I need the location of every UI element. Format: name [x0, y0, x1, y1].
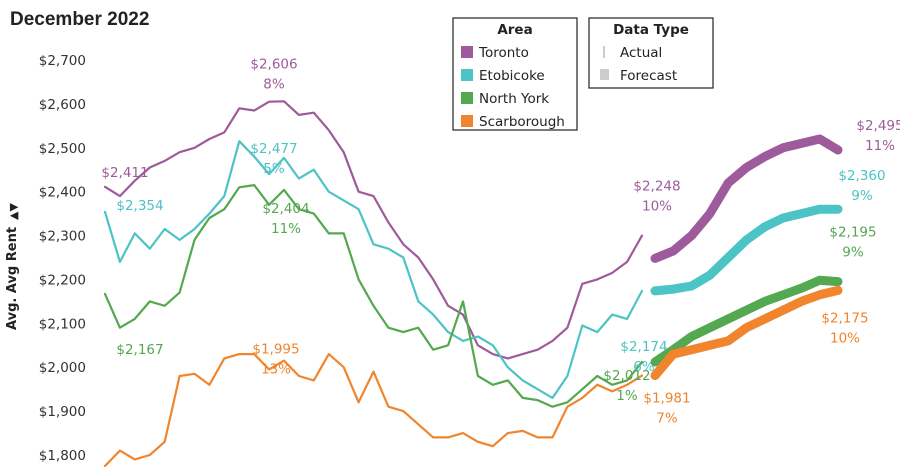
legend-swatch — [461, 46, 473, 58]
data-label-pct: 11% — [271, 221, 301, 237]
data-labels: $2,411 $2,606 8% $2,248 10% $2,495 11% $2,354 $2… — [101, 56, 900, 426]
legend-item[interactable]: Scarborough — [479, 114, 565, 130]
legend-swatch — [461, 69, 473, 81]
sort-icon[interactable]: ▲▼ — [7, 203, 20, 220]
y-tick-label: $2,100 — [39, 316, 86, 332]
legend-type-forecast[interactable]: Forecast — [620, 68, 677, 84]
data-label-pct: 1% — [616, 388, 638, 404]
data-label-pct: 8% — [263, 76, 285, 92]
data-label-pct: 10% — [830, 330, 860, 346]
data-label-pct: 10% — [642, 199, 672, 215]
series-line-forecast[interactable] — [650, 285, 843, 381]
data-label-value: $1,981 — [643, 391, 690, 407]
chart-title: December 2022 — [10, 9, 149, 30]
y-tick-label: $2,200 — [39, 272, 86, 288]
data-label-value: $2,606 — [250, 56, 297, 72]
data-label-value: $2,477 — [250, 141, 297, 157]
y-axis: $1,800 $1,900 $2,000 $2,100 $2,200 $2,300 $2,4… — [39, 53, 86, 464]
legend-item[interactable]: North York — [479, 91, 549, 107]
data-label-value: $2,248 — [633, 179, 680, 195]
series-line-forecast[interactable] — [650, 134, 843, 263]
legend-swatch — [461, 92, 473, 104]
series-line-actual[interactable] — [103, 140, 644, 399]
legend-item[interactable]: Toronto — [478, 45, 529, 61]
data-label-pct: 13% — [261, 362, 291, 378]
data-label-pct: 5% — [263, 161, 285, 177]
data-label-value: $2,411 — [101, 165, 148, 181]
legend-type-box — [588, 17, 714, 89]
data-label-pct: 9% — [842, 245, 864, 261]
y-tick-label: $1,900 — [39, 404, 86, 420]
data-label-value: $2,354 — [116, 198, 163, 214]
y-tick-label: $2,400 — [39, 185, 86, 201]
data-label-value: $2,012 — [603, 368, 650, 384]
y-tick-label: $2,600 — [39, 97, 86, 113]
data-label-pct: 9% — [851, 188, 873, 204]
series-lines — [103, 100, 843, 468]
data-label-pct: 6% — [633, 359, 655, 375]
y-tick-label: $2,000 — [39, 360, 86, 376]
data-label-value: $2,167 — [116, 342, 163, 358]
series-line-forecast[interactable] — [650, 275, 843, 367]
data-label-value: $2,495 — [856, 118, 900, 134]
legend-area: Area Toronto Etobicoke North York Scarborou… — [452, 17, 578, 131]
data-label-value: $2,360 — [838, 168, 885, 184]
series-line-actual[interactable] — [103, 353, 644, 468]
y-tick-label: $2,500 — [39, 141, 86, 157]
data-label-value: $2,175 — [821, 310, 868, 326]
y-axis-title: Avg. Avg Rent ▲▼ — [5, 203, 20, 330]
legend-type-actual[interactable]: Actual — [620, 45, 662, 61]
series-line-forecast[interactable] — [650, 204, 843, 296]
data-label-pct: 7% — [656, 411, 678, 427]
legend-area-title: Area — [497, 22, 532, 38]
data-label-value: $2,174 — [620, 339, 667, 355]
y-tick-label: $2,300 — [39, 229, 86, 245]
y-axis-label: Avg. Avg Rent — [5, 227, 20, 330]
y-tick-label: $2,700 — [39, 53, 86, 69]
legend-swatch — [461, 115, 473, 127]
y-tick-label: $1,800 — [39, 448, 86, 464]
series-line-actual[interactable] — [103, 184, 644, 408]
legend-area-box — [452, 17, 578, 131]
legend-item[interactable]: Etobicoke — [479, 68, 545, 84]
legend-data-type: Data Type Actual Forecast — [588, 17, 714, 89]
actual-swatch — [603, 46, 605, 58]
legend-type-title: Data Type — [613, 22, 689, 38]
series-line-actual[interactable] — [103, 100, 644, 360]
data-label-value: $2,404 — [262, 201, 309, 217]
forecast-swatch — [600, 69, 609, 80]
data-label-value: $1,995 — [252, 342, 299, 358]
data-label-pct: 11% — [865, 138, 895, 154]
data-label-value: $2,195 — [829, 225, 876, 241]
